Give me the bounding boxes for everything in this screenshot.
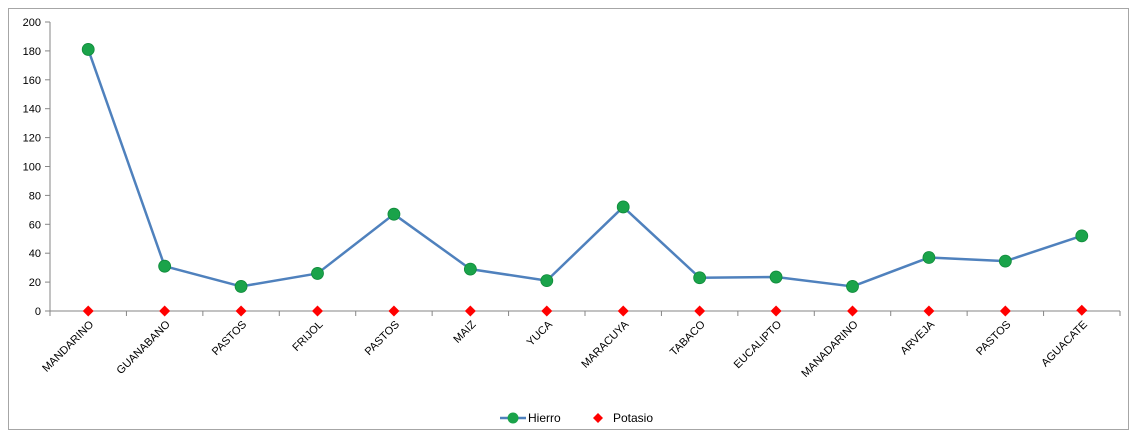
x-tick-label: MANADARINO: [799, 318, 861, 380]
data-point-hierro: [616, 200, 630, 214]
x-tick-label: YUCA: [525, 318, 556, 349]
data-point-hierro: [1075, 229, 1089, 243]
data-point-hierro: [846, 280, 859, 293]
x-tick-label: EUCALIPTO: [732, 318, 785, 371]
series-line-hierro: [87, 49, 1083, 288]
y-tick-label: 140: [23, 104, 41, 116]
data-point-potasio: [1076, 304, 1088, 316]
legend-label-hierro: Hierro: [528, 411, 561, 425]
data-point-potasio: [617, 305, 629, 317]
y-tick-label: 200: [23, 17, 41, 29]
axes: 0 20 40 60 80 100 120 140 160 180 200 MANDARINO GUAN…: [23, 17, 1121, 380]
data-point-hierro: [693, 271, 707, 285]
chart-frame: [8, 8, 1129, 430]
x-tick-label: PASTOS: [974, 319, 1013, 358]
data-point-hierro: [158, 259, 172, 273]
data-point-potasio: [541, 305, 553, 317]
data-point-potasio: [82, 305, 94, 317]
x-tick-label: MAIZ: [451, 318, 478, 345]
legend-marker-hierro: [507, 412, 519, 424]
y-tick-label: 20: [29, 277, 41, 289]
x-tick-label: PASTOS: [363, 319, 402, 358]
x-tick-label: MARACUYA: [579, 318, 631, 370]
x-tick-label: TABACO: [668, 318, 708, 358]
data-point-potasio: [847, 305, 858, 317]
data-point-potasio: [694, 305, 706, 317]
y-tick-label: 180: [23, 46, 41, 58]
data-point-hierro: [769, 270, 783, 284]
data-point-potasio: [770, 305, 782, 317]
data-point-hierro: [922, 251, 936, 264]
y-tick-label: 40: [29, 248, 41, 260]
x-tick-label: FRIJOL: [290, 319, 325, 354]
data-point-hierro: [234, 280, 248, 293]
y-tick-label: 0: [35, 306, 41, 318]
data-point-hierro: [998, 254, 1012, 268]
series: [81, 43, 1089, 317]
x-tick-label: GUANABANO: [115, 318, 174, 377]
data-point-potasio: [235, 305, 247, 317]
data-point-hierro: [540, 274, 554, 288]
x-tick-label: ARVEJA: [898, 318, 937, 357]
legend-marker-potasio: [593, 413, 603, 423]
y-tick-label: 60: [29, 219, 41, 231]
data-point-hierro: [311, 267, 324, 280]
y-tick-label: 100: [23, 162, 41, 174]
y-tick-label: 120: [23, 133, 41, 145]
data-point-potasio: [312, 305, 323, 317]
x-tick-label: MANDARINO: [40, 318, 96, 374]
data-point-potasio: [464, 305, 476, 317]
data-point-potasio: [159, 305, 171, 317]
data-point-potasio: [388, 305, 400, 317]
x-tick-label: PASTOS: [210, 319, 249, 358]
data-point-hierro: [463, 262, 477, 276]
legend: Hierro Potasio: [500, 411, 653, 425]
y-tick-label: 160: [23, 75, 41, 87]
x-tick-label: AGUACATE: [1039, 319, 1090, 370]
legend-label-potasio: Potasio: [613, 411, 653, 425]
y-tick-label: 80: [29, 190, 41, 202]
data-point-potasio: [923, 305, 935, 317]
data-point-hierro: [387, 207, 401, 221]
data-point-potasio: [999, 305, 1011, 317]
data-point-hierro: [81, 43, 95, 56]
